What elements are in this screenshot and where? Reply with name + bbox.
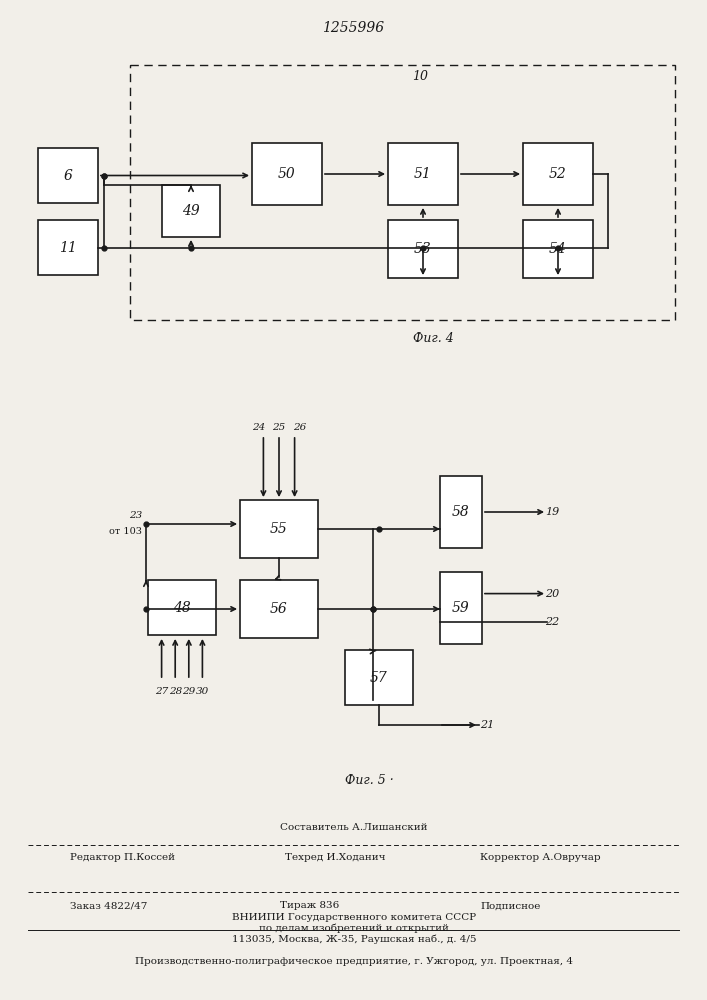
Text: 6: 6 (64, 168, 72, 182)
Text: от 103: от 103 (109, 526, 142, 536)
Bar (38, 220, 98, 275)
Text: Редактор П.Коссей: Редактор П.Коссей (70, 854, 175, 862)
Text: 26: 26 (293, 422, 306, 432)
Text: 54: 54 (549, 242, 567, 256)
Bar (148, 580, 216, 635)
Text: 11: 11 (59, 240, 77, 254)
Text: 49: 49 (182, 204, 200, 218)
Bar (252, 143, 322, 205)
Text: 51: 51 (414, 167, 432, 181)
Bar (523, 220, 593, 278)
Text: 24: 24 (252, 422, 265, 432)
Text: Фиг. 5 ·: Фиг. 5 · (344, 774, 393, 786)
Text: 10: 10 (412, 70, 428, 83)
Text: 1255996: 1255996 (322, 21, 385, 35)
Bar (440, 572, 482, 644)
Text: Заказ 4822/47: Заказ 4822/47 (70, 902, 147, 910)
Text: 25: 25 (272, 422, 286, 432)
Bar (240, 500, 318, 558)
Text: 59: 59 (452, 601, 470, 615)
Bar (440, 476, 482, 548)
Text: Фиг. 4: Фиг. 4 (413, 332, 453, 344)
Text: 22: 22 (545, 617, 559, 627)
Text: 57: 57 (370, 670, 388, 684)
Text: 58: 58 (452, 505, 470, 519)
Bar (162, 185, 220, 237)
Bar (388, 220, 458, 278)
Text: 50: 50 (278, 167, 296, 181)
Text: ВНИИПИ Государственного комитета СССР: ВНИИПИ Государственного комитета СССР (232, 912, 476, 922)
Text: 27: 27 (155, 686, 168, 696)
Text: 23: 23 (129, 510, 142, 520)
Text: Техред И.Ходанич: Техред И.Ходанич (285, 854, 385, 862)
Text: 52: 52 (549, 167, 567, 181)
Bar (388, 143, 458, 205)
Text: 113035, Москва, Ж-35, Раушская наб., д. 4/5: 113035, Москва, Ж-35, Раушская наб., д. … (232, 934, 477, 944)
Text: Подписное: Подписное (480, 902, 540, 910)
Text: Составитель А.Лишанский: Составитель А.Лишанский (280, 824, 428, 832)
Text: 20: 20 (545, 589, 559, 599)
Text: 56: 56 (270, 602, 288, 616)
Bar (240, 580, 318, 638)
Bar (130, 65, 675, 320)
Text: 29: 29 (182, 686, 195, 696)
Text: 48: 48 (173, 600, 191, 614)
Text: Тираж 836: Тираж 836 (280, 902, 339, 910)
Text: по делам изобретений и открытий: по делам изобретений и открытий (259, 923, 449, 933)
Text: 55: 55 (270, 522, 288, 536)
Text: 19: 19 (545, 507, 559, 517)
Bar (345, 650, 413, 705)
Text: 53: 53 (414, 242, 432, 256)
Text: 28: 28 (168, 686, 182, 696)
Bar (523, 143, 593, 205)
Text: Корректор А.Овручар: Корректор А.Овручар (480, 854, 601, 862)
Text: 30: 30 (196, 686, 209, 696)
Text: Производственно-полиграфическое предприятие, г. Ужгород, ул. Проектная, 4: Производственно-полиграфическое предприя… (135, 958, 573, 966)
Bar (38, 148, 98, 203)
Text: 21: 21 (480, 720, 494, 730)
